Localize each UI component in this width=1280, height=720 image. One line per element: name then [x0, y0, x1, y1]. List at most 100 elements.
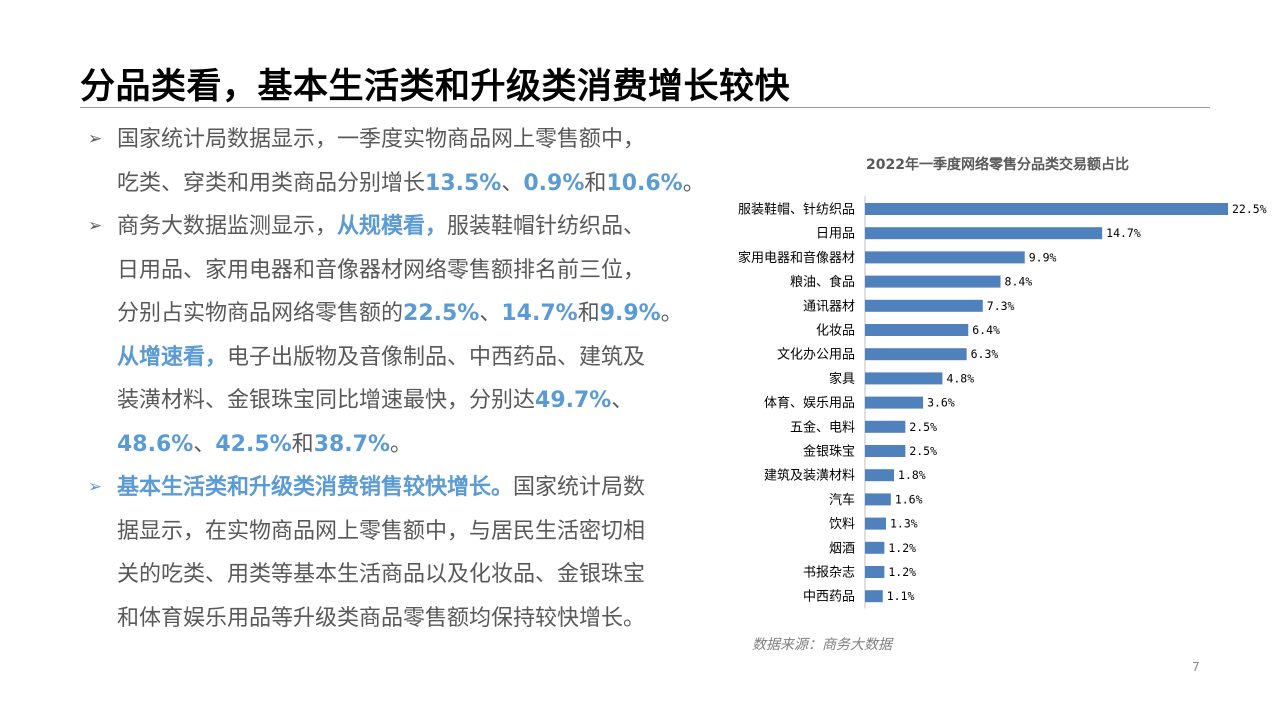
- category-label: 家用电器和音像器材: [738, 250, 855, 266]
- category-label: 烟酒: [829, 541, 855, 556]
- data-label: 22.5%: [1232, 202, 1267, 216]
- category-label: 中西药品: [803, 590, 855, 605]
- body-text: 电子出版物及音像制品、中西药品、建筑及: [227, 344, 646, 370]
- bar: [865, 590, 883, 603]
- bullet-arrow-icon: ➢: [88, 216, 103, 236]
- highlight-text: 10.6%: [606, 170, 683, 196]
- data-label: 7.3%: [987, 299, 1015, 313]
- bullet-line: 商务大数据监测显示，从规模看，服装鞋帽针纺织品、: [117, 205, 718, 249]
- category-label: 饮料: [829, 517, 855, 532]
- page-number: 7: [1192, 660, 1200, 674]
- body-text: 据显示，在实物商品网上零售额中，与居民生活密切相: [117, 518, 646, 544]
- body-text: 关的吃类、用类等基本生活商品以及化妆品、金银珠宝: [117, 562, 646, 587]
- bullet-line: 日用品、家用电器和音像器材网络零售额排名前三位，: [117, 249, 718, 293]
- data-label: 14.7%: [1106, 226, 1141, 240]
- bar: [865, 469, 895, 482]
- bullet-arrow-icon: ➢: [88, 129, 103, 149]
- data-label: 3.6%: [927, 396, 955, 410]
- highlight-text: 9.9%: [599, 301, 661, 326]
- chart-title: 2022年一季度网络零售分品类交易额占比: [866, 157, 1129, 173]
- highlight-text: 22.5%: [403, 301, 480, 326]
- category-label: 家具: [829, 371, 855, 387]
- bullet-item: ➢ 商务大数据监测显示，从规模看，服装鞋帽针纺织品、日用品、家用电器和音像器材网络…: [88, 205, 718, 466]
- bar: [865, 517, 886, 530]
- category-label: 汽车: [829, 492, 855, 508]
- category-label: 建筑及装潢材料: [764, 468, 855, 484]
- category-label: 体育、娱乐用品: [764, 395, 855, 411]
- highlight-text: 0.9%: [523, 170, 585, 196]
- body-text: 和: [291, 431, 314, 457]
- bar: [865, 275, 1001, 288]
- bar: [865, 299, 983, 312]
- bullet-line: 基本生活类和升级类消费销售较快增长。国家统计局数: [117, 466, 718, 510]
- body-text: 、: [501, 170, 524, 196]
- data-label: 2.5%: [909, 420, 937, 434]
- category-label: 化妆品: [816, 324, 855, 339]
- bullet-arrow-icon: ➢: [88, 477, 103, 497]
- body-text: 国家统计局数: [513, 475, 646, 500]
- data-label: 6.4%: [972, 323, 1000, 337]
- data-label: 1.2%: [888, 565, 916, 579]
- data-label: 6.3%: [971, 347, 999, 361]
- bar: [865, 324, 969, 336]
- body-text: 日用品、家用电器和音像器材网络零售额排名前三位，: [117, 257, 646, 283]
- bar: [865, 445, 906, 457]
- category-label: 文化办公用品: [777, 348, 855, 363]
- bullet-item: ➢ 基本生活类和升级类消费销售较快增长。国家统计局数据显示，在实物商品网上零售额中…: [88, 466, 718, 640]
- bullet-list: ➢ 国家统计局数据显示，一季度实物商品网上零售额中， 吃类、穿类和用类商品分别增长1…: [88, 118, 718, 640]
- bar: [865, 493, 891, 506]
- bar: [865, 420, 906, 433]
- category-label: 通讯器材: [803, 299, 855, 314]
- highlight-text: 49.7%: [535, 388, 612, 413]
- data-label: 2.5%: [909, 444, 937, 458]
- data-label: 9.9%: [1029, 250, 1057, 264]
- data-label: 8.4%: [1005, 275, 1033, 289]
- bar: [865, 396, 924, 409]
- bar: [865, 372, 943, 385]
- highlight-text: 从规模看，: [337, 214, 448, 239]
- bar: [865, 227, 1103, 240]
- category-label: 日用品: [816, 227, 855, 242]
- data-label: 1.3%: [890, 517, 918, 531]
- highlight-text: 从增速看，: [117, 344, 228, 370]
- body-text: 、: [193, 431, 216, 457]
- data-label: 4.8%: [946, 371, 974, 385]
- data-label: 1.2%: [888, 541, 916, 555]
- body-text: 。: [660, 301, 683, 326]
- body-text: 吃类、穿类和用类商品分别增长: [117, 170, 426, 196]
- highlight-text: 38.7%: [313, 431, 391, 457]
- slide-title: 分品类看，基本生活类和升级类消费增长较快: [80, 67, 791, 107]
- body-text: 和: [584, 170, 607, 196]
- title-divider: [80, 107, 1210, 108]
- bullet-line: 和体育娱乐用品等升级类商品零售额均保持较快增长。: [117, 597, 718, 641]
- bar: [865, 251, 1025, 264]
- body-text: 商务大数据监测显示，: [117, 214, 338, 239]
- bullet-line: 关的吃类、用类等基本生活商品以及化妆品、金银珠宝: [117, 553, 718, 597]
- highlight-text: 48.6%: [117, 431, 194, 457]
- body-text: 、: [611, 388, 634, 413]
- category-label: 服装鞋帽、针纺织品: [738, 202, 855, 218]
- data-label: 1.6%: [895, 492, 923, 506]
- data-label: 1.8%: [898, 468, 926, 482]
- body-text: 。: [390, 431, 413, 457]
- bullet-line: 国家统计局数据显示，一季度实物商品网上零售额中，: [117, 118, 718, 162]
- bullet-line: 吃类、穿类和用类商品分别增长13.5%、0.9%和10.6%。: [117, 162, 718, 206]
- bar: [865, 203, 1228, 215]
- body-text: 和体育娱乐用品等升级类商品零售额均保持较快增长。: [117, 605, 646, 631]
- category-label: 金银珠宝: [803, 444, 855, 460]
- data-label: 1.1%: [887, 589, 915, 603]
- body-text: 装潢材料、金银珠宝同比增速最快，分别达: [117, 388, 536, 413]
- bar: [865, 348, 967, 361]
- body-text: 服装鞋帽针纺织品、: [447, 214, 646, 239]
- category-label: 书报杂志: [803, 566, 855, 581]
- bullet-item: ➢ 国家统计局数据显示，一季度实物商品网上零售额中， 吃类、穿类和用类商品分别增长1…: [88, 118, 718, 205]
- bar-chart: 服装鞋帽、针纺织品 22.5% 日用品 14.7% 家用电器和音像器材 9.9% 粮油、食品…: [738, 196, 1267, 609]
- body-text: 和: [577, 301, 600, 326]
- bullet-line: 装潢材料、金银珠宝同比增速最快，分别达49.7%、: [117, 379, 718, 423]
- bullet-line: 分别占实物商品网络零售额的22.5%、14.7%和9.9%。: [117, 292, 718, 336]
- category-label: 粮油、食品: [790, 274, 855, 290]
- body-text: 国家统计局数据显示，一季度实物商品网上零售额中，: [117, 127, 646, 152]
- highlight-text: 42.5%: [215, 431, 292, 457]
- bullet-line: 从增速看，电子出版物及音像制品、中西药品、建筑及: [117, 336, 718, 380]
- highlight-text: 14.7%: [501, 301, 578, 326]
